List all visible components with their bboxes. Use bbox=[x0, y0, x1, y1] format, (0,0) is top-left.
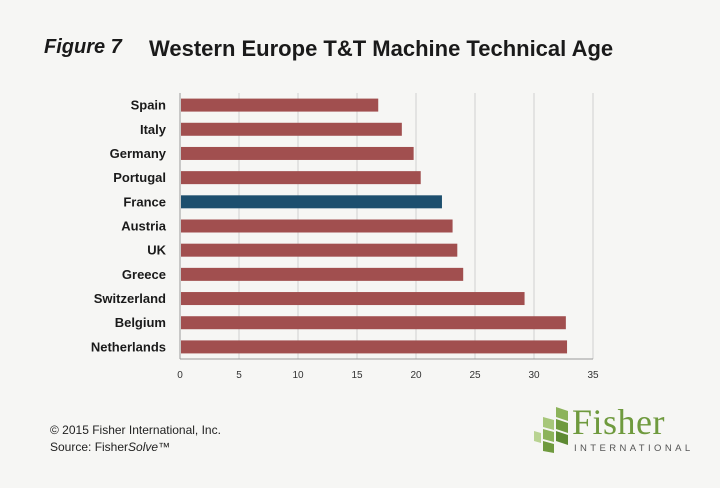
category-label-italy: Italy bbox=[140, 122, 167, 137]
x-tick-label-5: 5 bbox=[236, 370, 242, 381]
x-tick-label-15: 15 bbox=[351, 370, 363, 381]
x-tick-label-35: 35 bbox=[587, 370, 599, 381]
logo-mark-icon bbox=[534, 407, 568, 453]
bar-switzerland bbox=[181, 292, 525, 306]
logo-subtitle: INTERNATIONAL bbox=[574, 443, 694, 454]
category-label-netherlands: Netherlands bbox=[91, 339, 166, 354]
x-tick-label-20: 20 bbox=[410, 370, 422, 381]
figure-label: Figure 7 bbox=[44, 36, 122, 58]
x-tick-label-0: 0 bbox=[177, 370, 183, 381]
bar-netherlands bbox=[181, 340, 568, 354]
x-tick-label-25: 25 bbox=[469, 370, 481, 381]
category-label-france: France bbox=[123, 194, 166, 209]
bar-belgium bbox=[181, 316, 566, 330]
category-label-uk: UK bbox=[147, 243, 166, 258]
category-label-portugal: Portugal bbox=[113, 170, 166, 185]
source-italic: Solve bbox=[128, 440, 159, 454]
bar-austria bbox=[181, 219, 453, 233]
category-label-belgium: Belgium bbox=[115, 315, 166, 330]
x-tick-label-30: 30 bbox=[528, 370, 540, 381]
category-label-spain: Spain bbox=[131, 98, 166, 113]
category-label-germany: Germany bbox=[110, 146, 167, 161]
bar-spain bbox=[181, 98, 379, 112]
copyright-text: © 2015 Fisher International, Inc. bbox=[50, 423, 221, 437]
bar-greece bbox=[181, 267, 464, 281]
category-label-switzerland: Switzerland bbox=[94, 291, 166, 306]
bar-france bbox=[181, 195, 442, 209]
source-suffix: ™ bbox=[158, 440, 171, 454]
category-label-greece: Greece bbox=[122, 267, 166, 282]
bar-italy bbox=[181, 122, 402, 136]
source-prefix: Source: Fisher bbox=[50, 440, 129, 454]
category-label-austria: Austria bbox=[121, 219, 167, 234]
x-axis-ticks: 0 5 10 15 20 25 30 35 bbox=[177, 370, 599, 381]
bar-uk bbox=[181, 243, 458, 257]
logo-name: Fisher bbox=[572, 402, 665, 442]
chart-title: Western Europe T&T Machine Technical Age bbox=[149, 36, 614, 61]
source-text: Source: FisherSolve™ bbox=[50, 440, 170, 454]
bars bbox=[181, 98, 568, 354]
x-tick-label-10: 10 bbox=[292, 370, 304, 381]
fisher-logo: Fisher INTERNATIONAL bbox=[534, 402, 694, 459]
bar-germany bbox=[181, 146, 414, 160]
bar-portugal bbox=[181, 171, 421, 185]
category-labels: Spain Italy Germany Portugal France Austria UK… bbox=[91, 98, 167, 355]
